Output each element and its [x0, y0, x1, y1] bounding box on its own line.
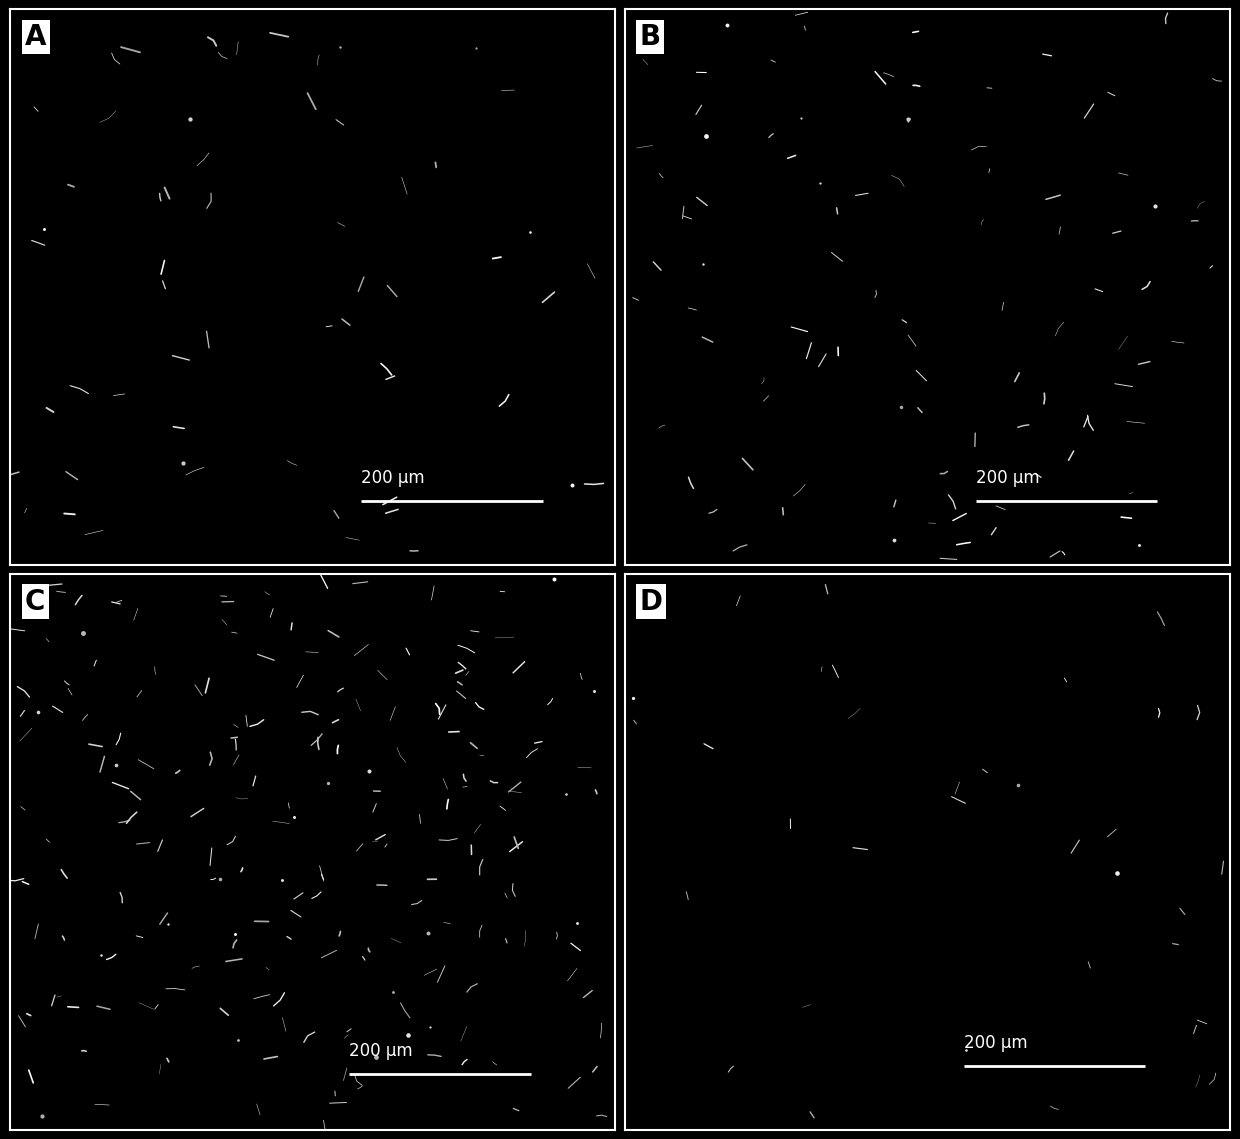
Text: 200 μm: 200 μm: [348, 1042, 413, 1060]
Text: D: D: [640, 588, 662, 615]
Text: 200 μm: 200 μm: [963, 1034, 1027, 1052]
Text: B: B: [640, 23, 661, 51]
Text: C: C: [25, 588, 46, 615]
Text: A: A: [25, 23, 47, 51]
Text: 200 μm: 200 μm: [361, 469, 425, 487]
Text: 200 μm: 200 μm: [976, 469, 1039, 487]
